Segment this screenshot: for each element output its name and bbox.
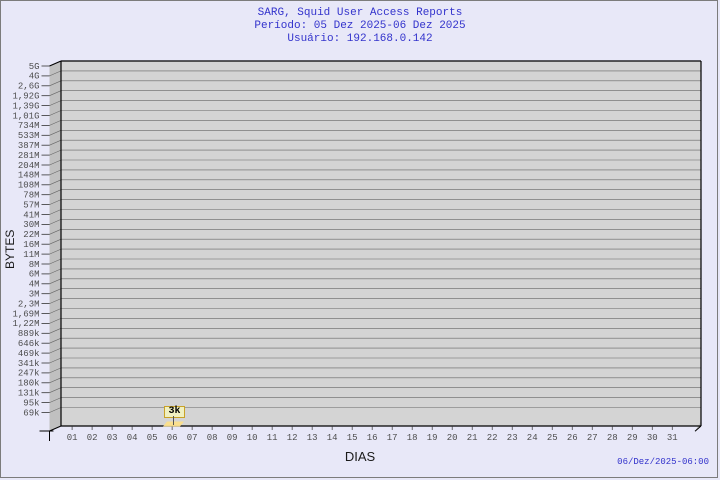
svg-text:95k: 95k xyxy=(23,398,39,408)
svg-text:29: 29 xyxy=(627,433,638,443)
svg-text:1,01G: 1,01G xyxy=(12,111,39,121)
svg-text:31: 31 xyxy=(667,433,678,443)
svg-text:646k: 646k xyxy=(18,339,40,349)
svg-text:15: 15 xyxy=(347,433,358,443)
svg-text:14: 14 xyxy=(327,433,338,443)
svg-text:734M: 734M xyxy=(18,121,40,131)
svg-text:533M: 533M xyxy=(18,131,40,141)
svg-text:4M: 4M xyxy=(29,280,40,290)
svg-text:5G: 5G xyxy=(29,62,40,72)
svg-text:1,92G: 1,92G xyxy=(12,92,39,102)
svg-text:02: 02 xyxy=(87,433,98,443)
svg-text:07: 07 xyxy=(187,433,198,443)
svg-text:30M: 30M xyxy=(23,220,39,230)
svg-text:387M: 387M xyxy=(18,141,40,151)
svg-text:13: 13 xyxy=(307,433,318,443)
svg-text:12: 12 xyxy=(287,433,298,443)
svg-text:247k: 247k xyxy=(18,369,40,379)
svg-text:01: 01 xyxy=(67,433,78,443)
svg-text:204M: 204M xyxy=(18,161,40,171)
svg-text:24: 24 xyxy=(527,433,538,443)
svg-text:11: 11 xyxy=(267,433,278,443)
svg-text:2,6G: 2,6G xyxy=(18,82,40,92)
svg-text:889k: 889k xyxy=(18,329,40,339)
svg-text:09: 09 xyxy=(227,433,238,443)
svg-text:17: 17 xyxy=(387,433,398,443)
svg-text:1,39G: 1,39G xyxy=(12,101,39,111)
svg-text:8M: 8M xyxy=(29,260,40,270)
svg-text:10: 10 xyxy=(247,433,258,443)
svg-text:2,3M: 2,3M xyxy=(18,299,40,309)
svg-text:4G: 4G xyxy=(29,72,40,82)
svg-text:16: 16 xyxy=(367,433,378,443)
svg-text:04: 04 xyxy=(127,433,138,443)
svg-text:180k: 180k xyxy=(18,379,40,389)
svg-text:28: 28 xyxy=(607,433,618,443)
svg-text:20: 20 xyxy=(447,433,458,443)
svg-text:281M: 281M xyxy=(18,151,40,161)
svg-text:11M: 11M xyxy=(23,250,39,260)
svg-text:3M: 3M xyxy=(29,290,40,300)
svg-text:16M: 16M xyxy=(23,240,39,250)
svg-text:19: 19 xyxy=(427,433,438,443)
svg-text:08: 08 xyxy=(207,433,218,443)
svg-text:21: 21 xyxy=(467,433,478,443)
svg-text:18: 18 xyxy=(407,433,418,443)
svg-text:23: 23 xyxy=(507,433,518,443)
svg-text:57M: 57M xyxy=(23,200,39,210)
svg-text:69k: 69k xyxy=(23,408,39,418)
svg-text:341k: 341k xyxy=(18,359,40,369)
svg-text:1,22M: 1,22M xyxy=(12,319,39,329)
svg-text:6M: 6M xyxy=(29,270,40,280)
svg-text:22: 22 xyxy=(487,433,498,443)
svg-text:06: 06 xyxy=(167,433,178,443)
svg-text:27: 27 xyxy=(587,433,598,443)
svg-text:22M: 22M xyxy=(23,230,39,240)
svg-text:131k: 131k xyxy=(18,389,40,399)
svg-text:03: 03 xyxy=(107,433,118,443)
svg-text:30: 30 xyxy=(647,433,658,443)
svg-text:26: 26 xyxy=(567,433,578,443)
svg-text:78M: 78M xyxy=(23,191,39,201)
svg-text:469k: 469k xyxy=(18,349,40,359)
svg-text:05: 05 xyxy=(147,433,158,443)
svg-text:41M: 41M xyxy=(23,210,39,220)
svg-text:1,69M: 1,69M xyxy=(12,309,39,319)
svg-text:25: 25 xyxy=(547,433,558,443)
svg-text:148M: 148M xyxy=(18,171,40,181)
svg-text:108M: 108M xyxy=(18,181,40,191)
